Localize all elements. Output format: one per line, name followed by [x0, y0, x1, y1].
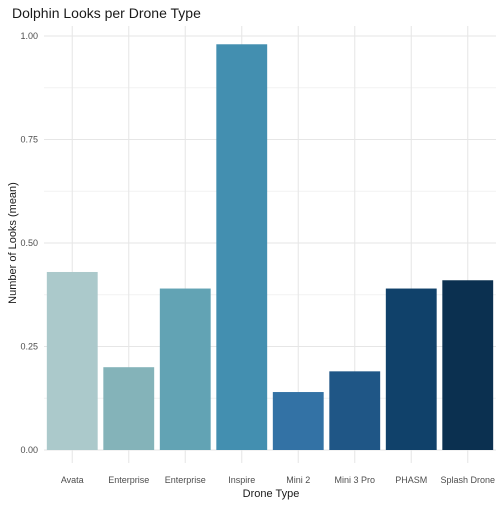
bar-enterprise-2	[159, 288, 211, 450]
x-tick-label: Enterprise	[108, 475, 149, 485]
x-axis-ticks: Avata Enterprise Enterprise Inspire Mini 2 Mi…	[61, 475, 495, 485]
x-tick-label: Mini 2	[286, 475, 310, 485]
x-tick-label: Mini 3 Pro	[334, 475, 375, 485]
y-tick-label: 0.50	[20, 238, 38, 248]
y-tick-label: 0.25	[20, 342, 38, 352]
y-tick-label: 1.00	[20, 31, 38, 41]
x-axis-title: Drone Type	[243, 488, 300, 500]
y-axis-ticks: 0.00 0.25 0.50 0.75 1.00	[20, 31, 38, 455]
y-tick-label: 0.00	[20, 445, 38, 455]
bar-mini-2-4	[272, 392, 324, 450]
bar-mini-3-pro-5	[329, 371, 381, 450]
y-axis-title: Number of Looks (mean)	[7, 182, 19, 304]
x-tick-label: Avata	[61, 475, 84, 485]
bar-avata-0	[46, 271, 98, 450]
bar-inspire-3	[216, 44, 268, 450]
y-tick-label: 0.75	[20, 135, 38, 145]
chart-title: Dolphin Looks per Drone Type	[12, 5, 201, 21]
x-tick-label: Enterprise	[165, 475, 206, 485]
bars	[46, 44, 494, 450]
x-tick-label: Splash Drone	[440, 475, 495, 485]
bar-splash-drone-7	[442, 280, 494, 450]
bar-enterprise-1	[103, 367, 155, 450]
x-tick-label: PHASM	[395, 475, 427, 485]
x-tick-label: Inspire	[228, 475, 255, 485]
bar-phasm-6	[385, 288, 437, 450]
